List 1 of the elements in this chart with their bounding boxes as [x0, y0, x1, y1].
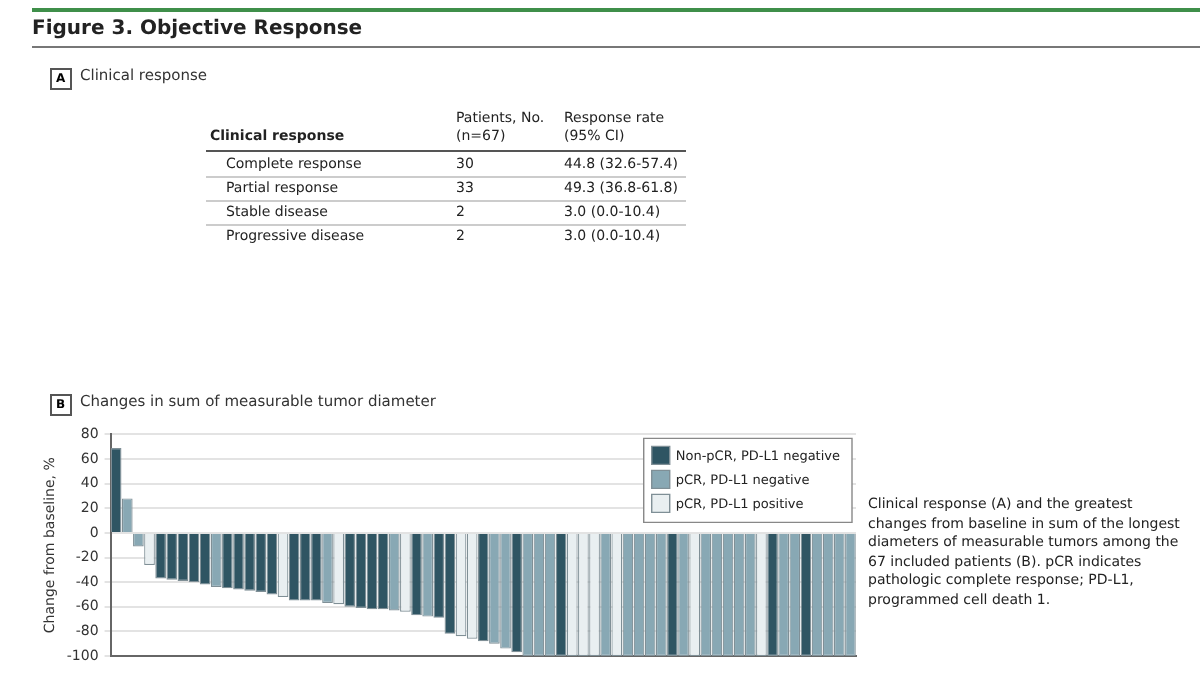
- text: Figure 3. Objective Response: [32, 8, 1200, 48]
